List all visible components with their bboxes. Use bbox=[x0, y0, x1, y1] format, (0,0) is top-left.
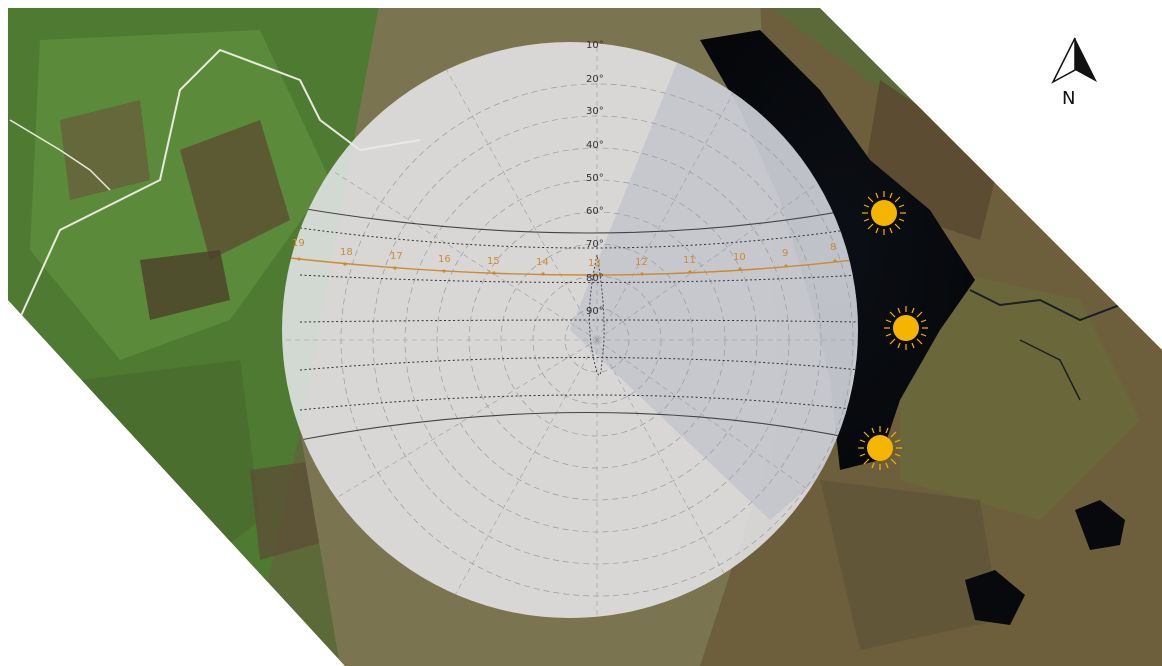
lake-small-2 bbox=[965, 570, 1025, 625]
shade-sector bbox=[570, 42, 858, 520]
sun-icon bbox=[884, 306, 928, 350]
alt-label-40: 40° bbox=[586, 140, 604, 151]
hour-label-14: 14 bbox=[536, 257, 549, 268]
hour-label-13: 13 bbox=[588, 258, 601, 269]
alt-label-30: 30° bbox=[586, 106, 604, 117]
path-equinox bbox=[299, 319, 858, 323]
hour-label-18: 18 bbox=[340, 247, 353, 258]
alt-label-20: 20° bbox=[586, 74, 604, 85]
hour-label-9: 9 bbox=[782, 248, 788, 259]
north-label: N bbox=[1062, 88, 1076, 109]
alt-label-50: 50° bbox=[586, 173, 604, 184]
hour-label-8: 8 bbox=[830, 242, 836, 253]
hour-dots bbox=[297, 257, 837, 277]
path-apr-aug bbox=[299, 274, 858, 283]
sun-icon bbox=[858, 426, 902, 470]
alt-label-70: 70° bbox=[586, 239, 604, 250]
altitude-labels: 10° 20° 30° 40° 50° 60° 70° 80° 90° bbox=[586, 40, 604, 317]
sun-icons bbox=[858, 191, 928, 470]
alt-label-80: 80° bbox=[586, 273, 604, 284]
alt-label-90: 90° bbox=[586, 306, 604, 317]
hour-labels: 19 18 17 16 15 14 13 12 11 10 9 8 bbox=[292, 238, 836, 269]
sun-path-diagram: 10° 20° 30° 40° 50° 60° 70° 80° 90° 19 1… bbox=[282, 40, 858, 618]
hour-label-16: 16 bbox=[438, 254, 451, 265]
sun-icon bbox=[862, 191, 906, 235]
hour-label-12: 12 bbox=[635, 257, 648, 268]
hour-label-10: 10 bbox=[733, 252, 746, 263]
path-feb-oct bbox=[299, 357, 858, 371]
alt-label-60: 60° bbox=[586, 206, 604, 217]
lake-small-1 bbox=[1075, 500, 1125, 550]
path-summer bbox=[299, 207, 858, 234]
hour-label-15: 15 bbox=[487, 256, 500, 267]
sun-path-curves bbox=[289, 207, 858, 441]
path-current-day bbox=[289, 257, 858, 276]
path-june-may bbox=[299, 227, 858, 249]
alt-label-10: 10° bbox=[586, 40, 604, 51]
hour-label-17: 17 bbox=[390, 251, 403, 262]
north-arrow-icon bbox=[1051, 37, 1097, 84]
path-jan-nov bbox=[299, 394, 858, 411]
hour-label-19: 19 bbox=[292, 238, 305, 249]
path-winter bbox=[299, 411, 858, 441]
hour-label-11: 11 bbox=[683, 255, 696, 266]
